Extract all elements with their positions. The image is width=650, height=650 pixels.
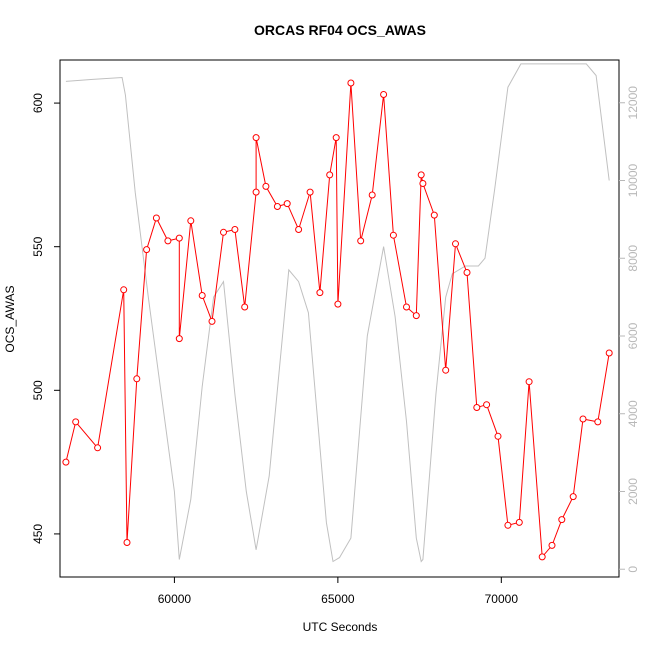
- ocs-awas-point: [538, 553, 546, 561]
- ocs-awas-point: [123, 539, 131, 546]
- ocs-awas-point: [62, 458, 70, 466]
- ocs-awas-point: [72, 418, 80, 426]
- ocs-awas-point: [452, 240, 459, 248]
- y2-tick-label: 10000: [626, 163, 640, 197]
- ocs-awas-point: [463, 269, 471, 276]
- y-tick-label: 450: [31, 524, 45, 544]
- ocs-awas-point: [326, 171, 334, 179]
- ocs-awas-point: [94, 444, 102, 452]
- ocs-awas-point: [579, 415, 587, 423]
- ocs-awas-point: [133, 375, 141, 383]
- ocs-awas-point: [368, 191, 376, 199]
- ocs-awas-point: [569, 493, 577, 501]
- ocs-awas-point: [494, 432, 502, 440]
- y2-tick-label: 4000: [626, 400, 640, 427]
- ocs-awas-point: [347, 79, 355, 87]
- ocs-awas-point: [515, 518, 523, 526]
- ocs-awas-point: [380, 91, 388, 98]
- ocs-awas-point: [316, 289, 324, 297]
- y-tick-label: 600: [31, 93, 45, 113]
- y-tick-label: 550: [31, 236, 45, 256]
- ocs-awas-point: [143, 246, 151, 254]
- ocs-awas-point: [332, 134, 340, 142]
- y2-tick-label: 2000: [626, 478, 640, 505]
- ocs-awas-point: [403, 303, 410, 311]
- y2-tick-label: 12000: [626, 86, 640, 120]
- ocs-awas-point: [504, 521, 512, 529]
- ocs-awas-point: [548, 541, 556, 549]
- y2-tick-label: 6000: [626, 322, 640, 349]
- ocs-awas-point: [252, 134, 260, 142]
- ocs-awas-point: [430, 211, 438, 219]
- ocs-awas-point: [208, 317, 216, 325]
- x-tick-label: 70000: [485, 592, 519, 606]
- ocs-awas-point: [120, 286, 128, 294]
- ocs-awas-point: [220, 228, 227, 236]
- x-tick-label: 60000: [158, 592, 192, 606]
- ocs-awas-point: [334, 300, 342, 308]
- y2-tick-label: 8000: [626, 245, 640, 272]
- ocs-awas-point: [417, 171, 425, 179]
- ocs-awas-point: [357, 237, 365, 245]
- plot-frame: [59, 59, 620, 578]
- ocs-awas-point: [594, 418, 602, 426]
- x-axis: 60000 65000 70000: [158, 577, 519, 606]
- ocs-awas-point: [483, 401, 491, 409]
- ocs-awas-point: [252, 188, 260, 196]
- ocs-awas-point: [175, 234, 183, 242]
- y-tick-label: 500: [31, 380, 45, 400]
- ocs-awas-point: [152, 214, 160, 222]
- y-axis-right: 0 2000 4000 6000 8000 10000 12000: [619, 86, 640, 573]
- ocs-awas-point: [283, 200, 291, 208]
- ocs-awas-point: [412, 312, 420, 320]
- ocs-awas-point: [389, 231, 397, 239]
- ocs-awas-point: [164, 237, 172, 245]
- ocs-awas-point: [273, 203, 281, 210]
- ocs-awas-point: [473, 404, 481, 411]
- ocs-awas-point: [262, 182, 270, 190]
- ocs-awas-point: [198, 292, 206, 299]
- ocs-awas-point: [442, 366, 450, 374]
- chart-title: ORCAS RF04 OCS_AWAS: [254, 22, 426, 38]
- ocs-awas-point: [187, 217, 195, 225]
- ocs-awas-point: [241, 303, 249, 311]
- series-layer: [62, 63, 613, 563]
- ocs-awas-series-line: [65, 82, 610, 559]
- x-tick-label: 65000: [321, 592, 355, 606]
- ocs-awas-point: [175, 335, 183, 343]
- ocs-awas-point: [525, 378, 533, 386]
- y-axis-left: 450 500 550 600: [31, 93, 60, 544]
- ocs-awas-point: [419, 180, 427, 187]
- ocs-awas-point: [295, 226, 303, 233]
- x-axis-label: UTC Seconds: [303, 620, 378, 634]
- y2-tick-label: 0: [626, 566, 640, 573]
- ocs-awas-point: [605, 349, 613, 357]
- y-axis-label: OCS_AWAS: [3, 285, 17, 352]
- ocs-awas-point: [306, 188, 314, 196]
- ocs-awas-point: [231, 226, 239, 233]
- ocs-awas-point: [558, 516, 566, 524]
- altitude-series-line: [65, 63, 610, 563]
